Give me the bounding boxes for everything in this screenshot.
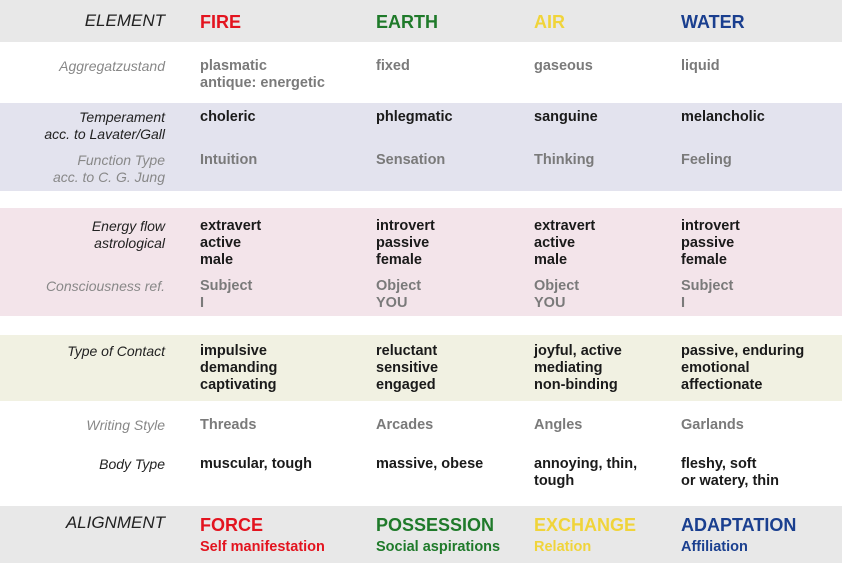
cell-fire: impulsive demanding captivating	[200, 343, 278, 393]
header-air: AIR	[534, 12, 565, 32]
header-earth: EARTH	[376, 12, 438, 32]
cell-water: Subject I	[681, 278, 734, 311]
header-water: WATER	[681, 12, 745, 32]
cell-fire: Threads	[200, 417, 257, 433]
row-label: Function Type acc. to C. G. Jung	[52, 152, 165, 185]
cell-fire: extravert active male	[200, 218, 262, 268]
temperament-band	[0, 103, 842, 191]
row-label: Type of Contact	[67, 343, 165, 359]
row-label: Energy flow astrological	[91, 218, 165, 251]
cell-fire: choleric	[200, 109, 256, 125]
alignment-earth: POSSESSION	[376, 515, 495, 535]
cell-fire: Subject I	[200, 278, 253, 311]
row-label: Temperament acc. to Lavater/Gall	[44, 109, 165, 142]
cell-water: introvert passive female	[681, 218, 740, 268]
cell-air: Object YOU	[534, 278, 580, 311]
cell-water: Garlands	[681, 417, 744, 433]
alignment-subtitle-fire: Self manifestation	[200, 539, 325, 555]
contact-band	[0, 335, 842, 401]
cell-air: Thinking	[534, 152, 595, 168]
cell-earth: introvert passive female	[376, 218, 435, 268]
cell-water: Feeling	[681, 152, 732, 168]
header-band	[0, 0, 842, 42]
alignment-water: ADAPTATION	[681, 515, 797, 535]
header-fire: FIRE	[200, 12, 242, 32]
cell-earth: massive, obese	[376, 456, 484, 472]
cell-air: sanguine	[534, 109, 598, 125]
row-label: Consciousness ref.	[45, 278, 165, 294]
cell-fire: Intuition	[200, 152, 258, 168]
cell-air: extravert active male	[534, 218, 596, 268]
cell-water: passive, enduring emotional affectionate	[681, 343, 805, 393]
cell-air: joyful, active mediating non-binding	[534, 343, 622, 393]
alignment-subtitle-earth: Social aspirations	[376, 539, 501, 555]
alignment-subtitle-water: Affiliation	[681, 539, 748, 555]
cell-earth: reluctant sensitive engaged	[376, 343, 439, 393]
cell-air: annoying, thin, tough	[534, 456, 638, 489]
cell-earth: phlegmatic	[376, 109, 453, 125]
cell-water: melancholic	[681, 109, 765, 125]
row-label: Body Type	[99, 456, 165, 472]
alignment-band	[0, 506, 842, 563]
cell-earth: Arcades	[376, 417, 434, 433]
cell-fire: plasmatic antique: energetic	[200, 58, 325, 91]
cell-earth: Sensation	[376, 152, 446, 168]
cell-earth: Object YOU	[376, 278, 422, 311]
header-label: ELEMENT	[84, 11, 165, 30]
alignment-air: EXCHANGE	[534, 515, 637, 535]
alignment-subtitle-air: Relation	[534, 539, 592, 555]
cell-water: liquid	[681, 58, 720, 74]
alignment-fire: FORCE	[200, 515, 263, 535]
cell-air: Angles	[534, 417, 583, 433]
cell-earth: fixed	[376, 58, 410, 74]
cell-fire: muscular, tough	[200, 456, 312, 472]
cell-water: fleshy, soft or watery, thin	[681, 456, 780, 489]
alignment-label: ALIGNMENT	[65, 513, 165, 532]
row-label: Writing Style	[86, 417, 165, 433]
cell-air: gaseous	[534, 58, 593, 74]
energy-band	[0, 208, 842, 316]
row-label: Aggregatzustand	[59, 58, 165, 74]
